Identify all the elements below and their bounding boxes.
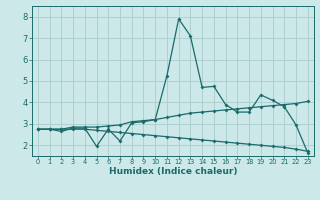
X-axis label: Humidex (Indice chaleur): Humidex (Indice chaleur) bbox=[108, 167, 237, 176]
